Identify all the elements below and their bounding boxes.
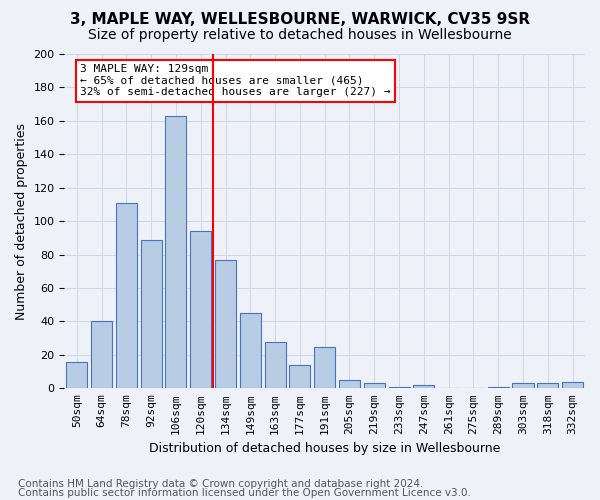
Bar <box>289 365 310 388</box>
Bar <box>512 384 533 388</box>
Bar <box>265 342 286 388</box>
Text: 3, MAPLE WAY, WELLESBOURNE, WARWICK, CV35 9SR: 3, MAPLE WAY, WELLESBOURNE, WARWICK, CV3… <box>70 12 530 28</box>
X-axis label: Distribution of detached houses by size in Wellesbourne: Distribution of detached houses by size … <box>149 442 500 455</box>
Text: Size of property relative to detached houses in Wellesbourne: Size of property relative to detached ho… <box>88 28 512 42</box>
Bar <box>314 346 335 389</box>
Y-axis label: Number of detached properties: Number of detached properties <box>15 122 28 320</box>
Bar <box>413 385 434 388</box>
Bar <box>190 231 211 388</box>
Text: Contains HM Land Registry data © Crown copyright and database right 2024.: Contains HM Land Registry data © Crown c… <box>18 479 424 489</box>
Bar <box>364 384 385 388</box>
Bar <box>339 380 360 388</box>
Bar <box>488 386 509 388</box>
Bar <box>116 203 137 388</box>
Bar <box>66 362 88 388</box>
Bar <box>91 322 112 388</box>
Text: 3 MAPLE WAY: 129sqm
← 65% of detached houses are smaller (465)
32% of semi-detac: 3 MAPLE WAY: 129sqm ← 65% of detached ho… <box>80 64 391 97</box>
Bar <box>537 384 559 388</box>
Bar <box>240 313 261 388</box>
Bar <box>562 382 583 388</box>
Bar <box>389 386 410 388</box>
Bar <box>140 240 162 388</box>
Bar <box>215 260 236 388</box>
Bar <box>166 116 187 388</box>
Text: Contains public sector information licensed under the Open Government Licence v3: Contains public sector information licen… <box>18 488 471 498</box>
